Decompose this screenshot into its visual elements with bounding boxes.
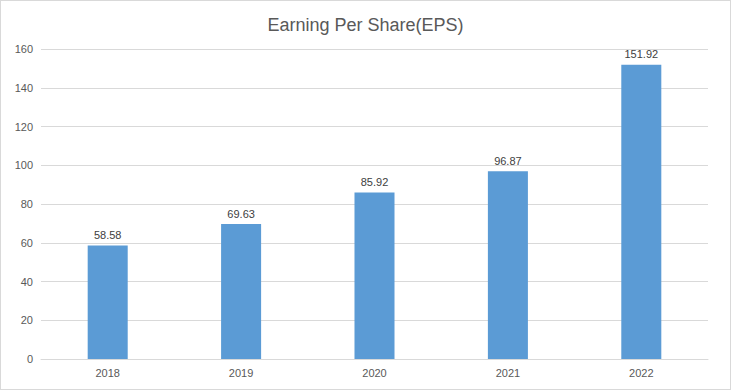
svg-text:2022: 2022 <box>629 367 653 379</box>
svg-text:80: 80 <box>21 198 33 210</box>
svg-text:140: 140 <box>15 82 33 94</box>
svg-text:96.87: 96.87 <box>494 155 522 167</box>
svg-text:0: 0 <box>27 353 33 365</box>
svg-text:20: 20 <box>21 314 33 326</box>
svg-text:100: 100 <box>15 159 33 171</box>
svg-text:40: 40 <box>21 276 33 288</box>
svg-text:Earning Per Share(EPS): Earning Per Share(EPS) <box>267 15 463 35</box>
svg-text:2021: 2021 <box>496 367 520 379</box>
svg-text:120: 120 <box>15 121 33 133</box>
svg-text:2018: 2018 <box>95 367 119 379</box>
svg-text:69.63: 69.63 <box>227 208 255 220</box>
svg-text:160: 160 <box>15 43 33 55</box>
svg-text:58.58: 58.58 <box>94 229 122 241</box>
svg-text:2020: 2020 <box>362 367 386 379</box>
svg-text:85.92: 85.92 <box>361 176 389 188</box>
svg-text:2019: 2019 <box>229 367 253 379</box>
svg-text:151.92: 151.92 <box>624 48 658 60</box>
svg-text:60: 60 <box>21 237 33 249</box>
